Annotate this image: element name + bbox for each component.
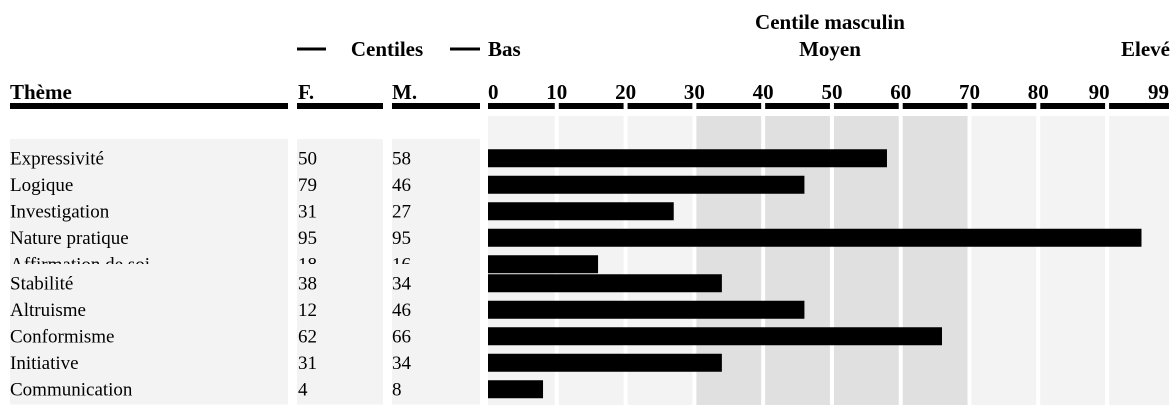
theme-label: Nature pratique	[10, 228, 129, 249]
centile-bar	[488, 175, 805, 194]
theme-label: Investigation	[10, 201, 110, 222]
x-tick-label: 0	[488, 80, 499, 104]
male-centile: 34	[392, 353, 412, 374]
female-header: F.	[298, 80, 314, 104]
x-tick-label: 30	[684, 80, 705, 104]
theme-header: Thème	[10, 80, 72, 104]
scale-rule-segment	[488, 103, 555, 109]
band-label-high: Elevé	[1121, 37, 1170, 61]
theme-label: Expressivité	[10, 148, 104, 169]
x-tick-label: 40	[753, 80, 774, 104]
scale-rule-segment	[558, 103, 624, 109]
male-centile: 66	[392, 326, 411, 347]
band-column	[971, 116, 1037, 405]
x-tick-labels: 0 10 20 30 40 50 60 70 80 90 99	[488, 80, 1169, 104]
female-centile: 95	[298, 228, 317, 249]
table-panel	[297, 264, 383, 405]
male-centile: 27	[392, 201, 411, 222]
centile-bar	[488, 380, 544, 399]
centile-bar	[488, 255, 599, 274]
centile-bar	[488, 228, 1142, 247]
centile-bar	[488, 202, 674, 221]
scale-rule-segment	[971, 103, 1037, 109]
x-tick-label: 99	[1148, 80, 1169, 104]
female-centile: 12	[298, 300, 317, 321]
header-rule-theme	[10, 103, 288, 109]
x-tick-label: 70	[959, 80, 980, 104]
scale-rule-segment	[833, 103, 899, 109]
x-tick-label: 50	[821, 80, 842, 104]
centile-bar	[488, 149, 887, 168]
band-column	[1040, 116, 1106, 405]
theme-label: Initiative	[10, 353, 79, 374]
female-centile: 62	[298, 326, 317, 347]
table-panel	[392, 139, 480, 280]
x-tick-label: 90	[1089, 80, 1110, 104]
scale-rule-segment	[696, 103, 762, 109]
centiles-header: Centiles	[351, 37, 423, 61]
scale-rule-segment	[1109, 103, 1169, 109]
scale-rule-segment	[902, 103, 968, 109]
theme-label: Logique	[10, 175, 73, 196]
x-tick-label: 80	[1028, 80, 1049, 104]
centile-bar	[488, 300, 805, 319]
header-rule-male	[392, 103, 480, 109]
x-tick-label: 10	[546, 80, 567, 104]
header-rule-scale	[488, 103, 1169, 109]
band-label-mid: Moyen	[799, 37, 861, 61]
female-centile: 38	[298, 273, 317, 294]
centile-bar	[488, 353, 722, 372]
scale-rule-segment	[627, 103, 693, 109]
table-panel	[10, 139, 288, 280]
header-rule-female	[297, 103, 383, 109]
theme-label: Stabilité	[10, 273, 73, 294]
band-column	[1109, 116, 1169, 405]
scale-title: Centile masculin	[755, 10, 905, 34]
x-tick-label: 60	[890, 80, 911, 104]
female-centile: 79	[298, 175, 317, 196]
table-panel	[297, 139, 383, 280]
female-centile: 50	[298, 148, 317, 169]
table-panel	[10, 264, 288, 405]
male-centile: 8	[392, 379, 402, 400]
male-centile: 95	[392, 228, 411, 249]
theme-label: Conformisme	[10, 326, 115, 347]
band-label-low: Bas	[488, 37, 521, 61]
male-header: M.	[392, 80, 417, 104]
male-centile: 46	[392, 175, 411, 196]
male-centile: 58	[392, 148, 411, 169]
scale-rule-segment	[1040, 103, 1106, 109]
centile-bar	[488, 274, 722, 293]
female-centile: 31	[298, 353, 317, 374]
theme-label: Altruisme	[10, 300, 86, 321]
scale-rule-segment	[765, 103, 830, 109]
female-centile: 31	[298, 201, 317, 222]
theme-label: Communication	[10, 379, 133, 400]
x-tick-label: 20	[615, 80, 636, 104]
table-panel	[392, 264, 480, 405]
female-centile: 4	[298, 379, 308, 400]
male-centile: 46	[392, 300, 411, 321]
band-column	[902, 116, 968, 405]
centile-bar	[488, 327, 942, 346]
theme-rows: Expressivité 50 58 Logique 79 46 Investigation…	[10, 139, 480, 405]
male-centile: 34	[392, 273, 412, 294]
centile-bars	[488, 149, 1142, 399]
